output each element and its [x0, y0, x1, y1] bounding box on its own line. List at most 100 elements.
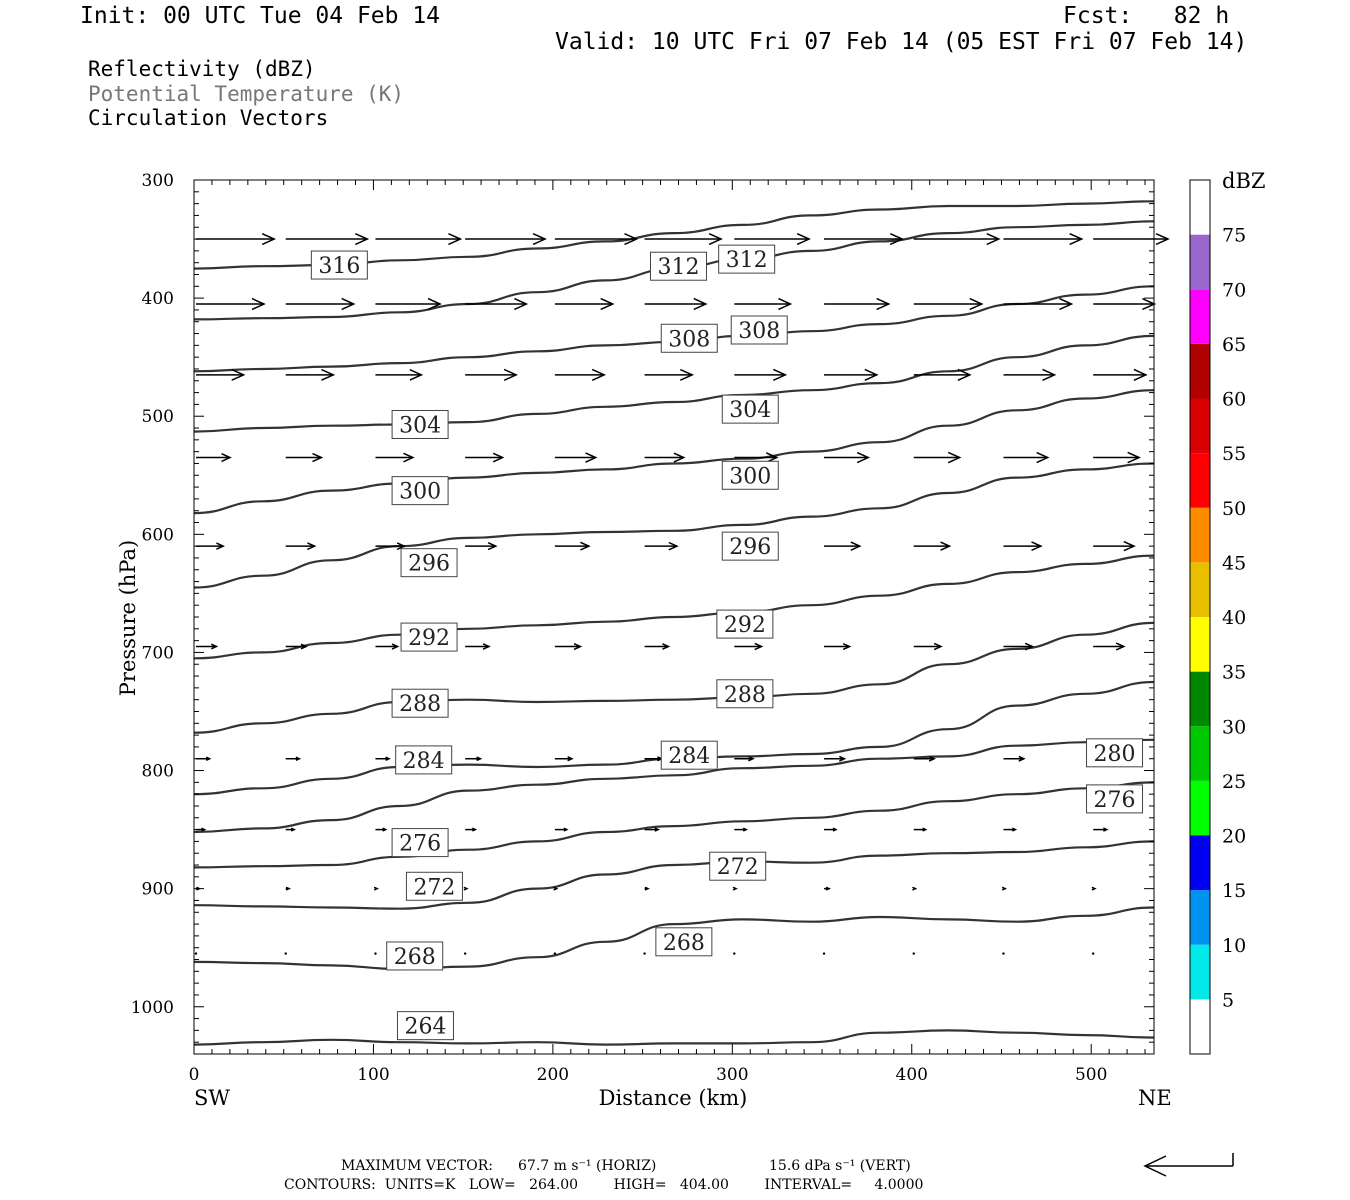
circulation-vector [1093, 827, 1109, 832]
circulation-vector [375, 232, 463, 246]
circulation-vector [1003, 541, 1043, 552]
init-time: Init: 00 UTC Tue 04 Feb 14 [80, 3, 441, 29]
isentrope-288 [193, 621, 1155, 734]
svg-text:268: 268 [394, 945, 436, 970]
colorbar-tick-label: 30 [1222, 716, 1246, 738]
svg-text:272: 272 [413, 875, 455, 900]
colorbar-tick-label: 50 [1222, 498, 1246, 520]
circulation-vector [644, 541, 679, 551]
max-vector-horiz: 67.7 m s⁻¹ (HORIZ) [518, 1158, 657, 1174]
y-tick-label: 600 [142, 525, 174, 545]
circulation-vector [374, 952, 377, 955]
circulation-vector [554, 827, 569, 832]
x-tick-label: 500 [1075, 1065, 1107, 1085]
contour-label: 280 [1086, 738, 1144, 768]
circulation-vector [285, 368, 336, 381]
isentrope-264 [193, 1029, 1155, 1046]
circulation-vector [824, 541, 862, 551]
circulation-vector [913, 232, 1001, 246]
circulation-vector [913, 541, 952, 551]
forecast-hour: Fcst: 82 h [1063, 3, 1230, 29]
circulation-vector [734, 642, 764, 651]
circulation-vector [285, 643, 308, 650]
colorbar-tick-label: 10 [1222, 935, 1246, 957]
contour-label: 292 [400, 622, 458, 652]
colorbar-swatch [1190, 944, 1210, 1000]
colorbar-swatch [1190, 835, 1210, 891]
circulation-vector [373, 886, 379, 891]
colorbar-swatch [1190, 617, 1210, 672]
circulation-vector [644, 452, 686, 463]
circulation-vector [285, 886, 291, 891]
colorbar-tick-label: 5 [1222, 989, 1234, 1011]
circulation-vector [285, 542, 317, 551]
circulation-vector [375, 369, 424, 381]
circulation-vector [375, 756, 391, 761]
circulation-vector [375, 297, 442, 311]
circulation-vector [375, 827, 388, 832]
contour-label: 288 [391, 688, 449, 718]
contour-label: 292 [716, 609, 774, 639]
isentrope-292 [193, 554, 1155, 660]
svg-text:304: 304 [399, 413, 441, 438]
contour-label: 308 [660, 323, 718, 353]
colorbar-tick-label: 20 [1222, 826, 1246, 848]
max-vector-legend-arrow [1143, 1153, 1234, 1177]
colorbar: 5 10 15 20 25 30 35 40 45 50 55 60 65 70 75 [1189, 179, 1246, 1055]
circulation-vector [824, 886, 831, 891]
contour-label: 284 [395, 745, 453, 775]
circulation-vector [196, 368, 246, 381]
max-vector-label: MAXIMUM VECTOR: [341, 1158, 493, 1174]
circulation-vector [912, 886, 918, 891]
svg-text:300: 300 [729, 464, 771, 489]
circulation-vector [1003, 368, 1057, 381]
circulation-vector [824, 451, 871, 464]
colorbar-tick-label: 60 [1222, 389, 1246, 411]
y-tick-label: 300 [142, 171, 174, 191]
colorbar-tick-label: 70 [1222, 279, 1246, 301]
circulation-vector [644, 886, 650, 891]
contour-label: 264 [396, 1011, 454, 1041]
contour-label: 304 [721, 394, 779, 424]
svg-text:304: 304 [729, 398, 771, 423]
contour-label: 300 [721, 460, 779, 490]
field-reflectivity: Reflectivity (dBZ) [88, 57, 316, 81]
colorbar-swatch [1190, 999, 1210, 1054]
circulation-vector [824, 642, 852, 651]
colorbar-swatch [1190, 671, 1210, 727]
circulation-vector [1003, 297, 1074, 311]
circulation-vector [554, 297, 615, 311]
circulation-vector [375, 452, 415, 463]
circulation-vector [1093, 642, 1126, 651]
colorbar-tick-label: 65 [1222, 334, 1246, 356]
circulation-vector [465, 297, 529, 311]
circulation-vector [913, 642, 943, 651]
contour-label: 268 [386, 941, 444, 971]
circulation-vector [465, 232, 547, 246]
contour-label: 276 [1086, 784, 1144, 814]
circulation-vector [732, 886, 738, 891]
circulation-vector [913, 297, 984, 311]
circulation-vector [1093, 451, 1141, 464]
circulation-vector [734, 755, 755, 762]
svg-text:296: 296 [729, 535, 771, 560]
svg-text:280: 280 [1094, 742, 1136, 767]
x-tick-label: 300 [716, 1065, 748, 1085]
svg-text:272: 272 [717, 855, 759, 880]
circulation-vector [912, 952, 915, 955]
endpoint-sw: SW [194, 1086, 230, 1110]
circulation-vector [465, 756, 483, 762]
colorbar-frame [1189, 179, 1211, 1055]
contour-label: 272 [405, 871, 463, 901]
circulation-vector [284, 952, 287, 955]
svg-text:292: 292 [724, 613, 766, 638]
svg-text:264: 264 [404, 1015, 446, 1040]
colorbar-swatch [1190, 890, 1210, 945]
isentrope-300 [193, 389, 1155, 515]
colorbar-swatch [1190, 289, 1210, 344]
circulation-vector [375, 643, 400, 650]
circulation-vectors [194, 232, 1170, 955]
colorbar-swatch [1190, 507, 1210, 563]
circulation-vector [285, 452, 324, 463]
circulation-vector [196, 297, 266, 311]
